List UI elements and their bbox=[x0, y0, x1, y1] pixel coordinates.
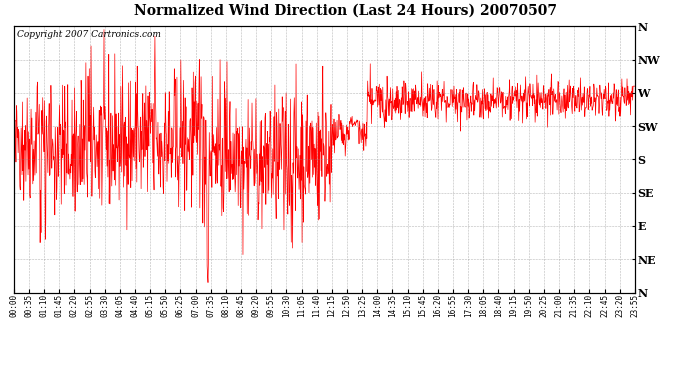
Text: Copyright 2007 Cartronics.com: Copyright 2007 Cartronics.com bbox=[17, 30, 161, 39]
Text: Normalized Wind Direction (Last 24 Hours) 20070507: Normalized Wind Direction (Last 24 Hours… bbox=[133, 4, 557, 18]
